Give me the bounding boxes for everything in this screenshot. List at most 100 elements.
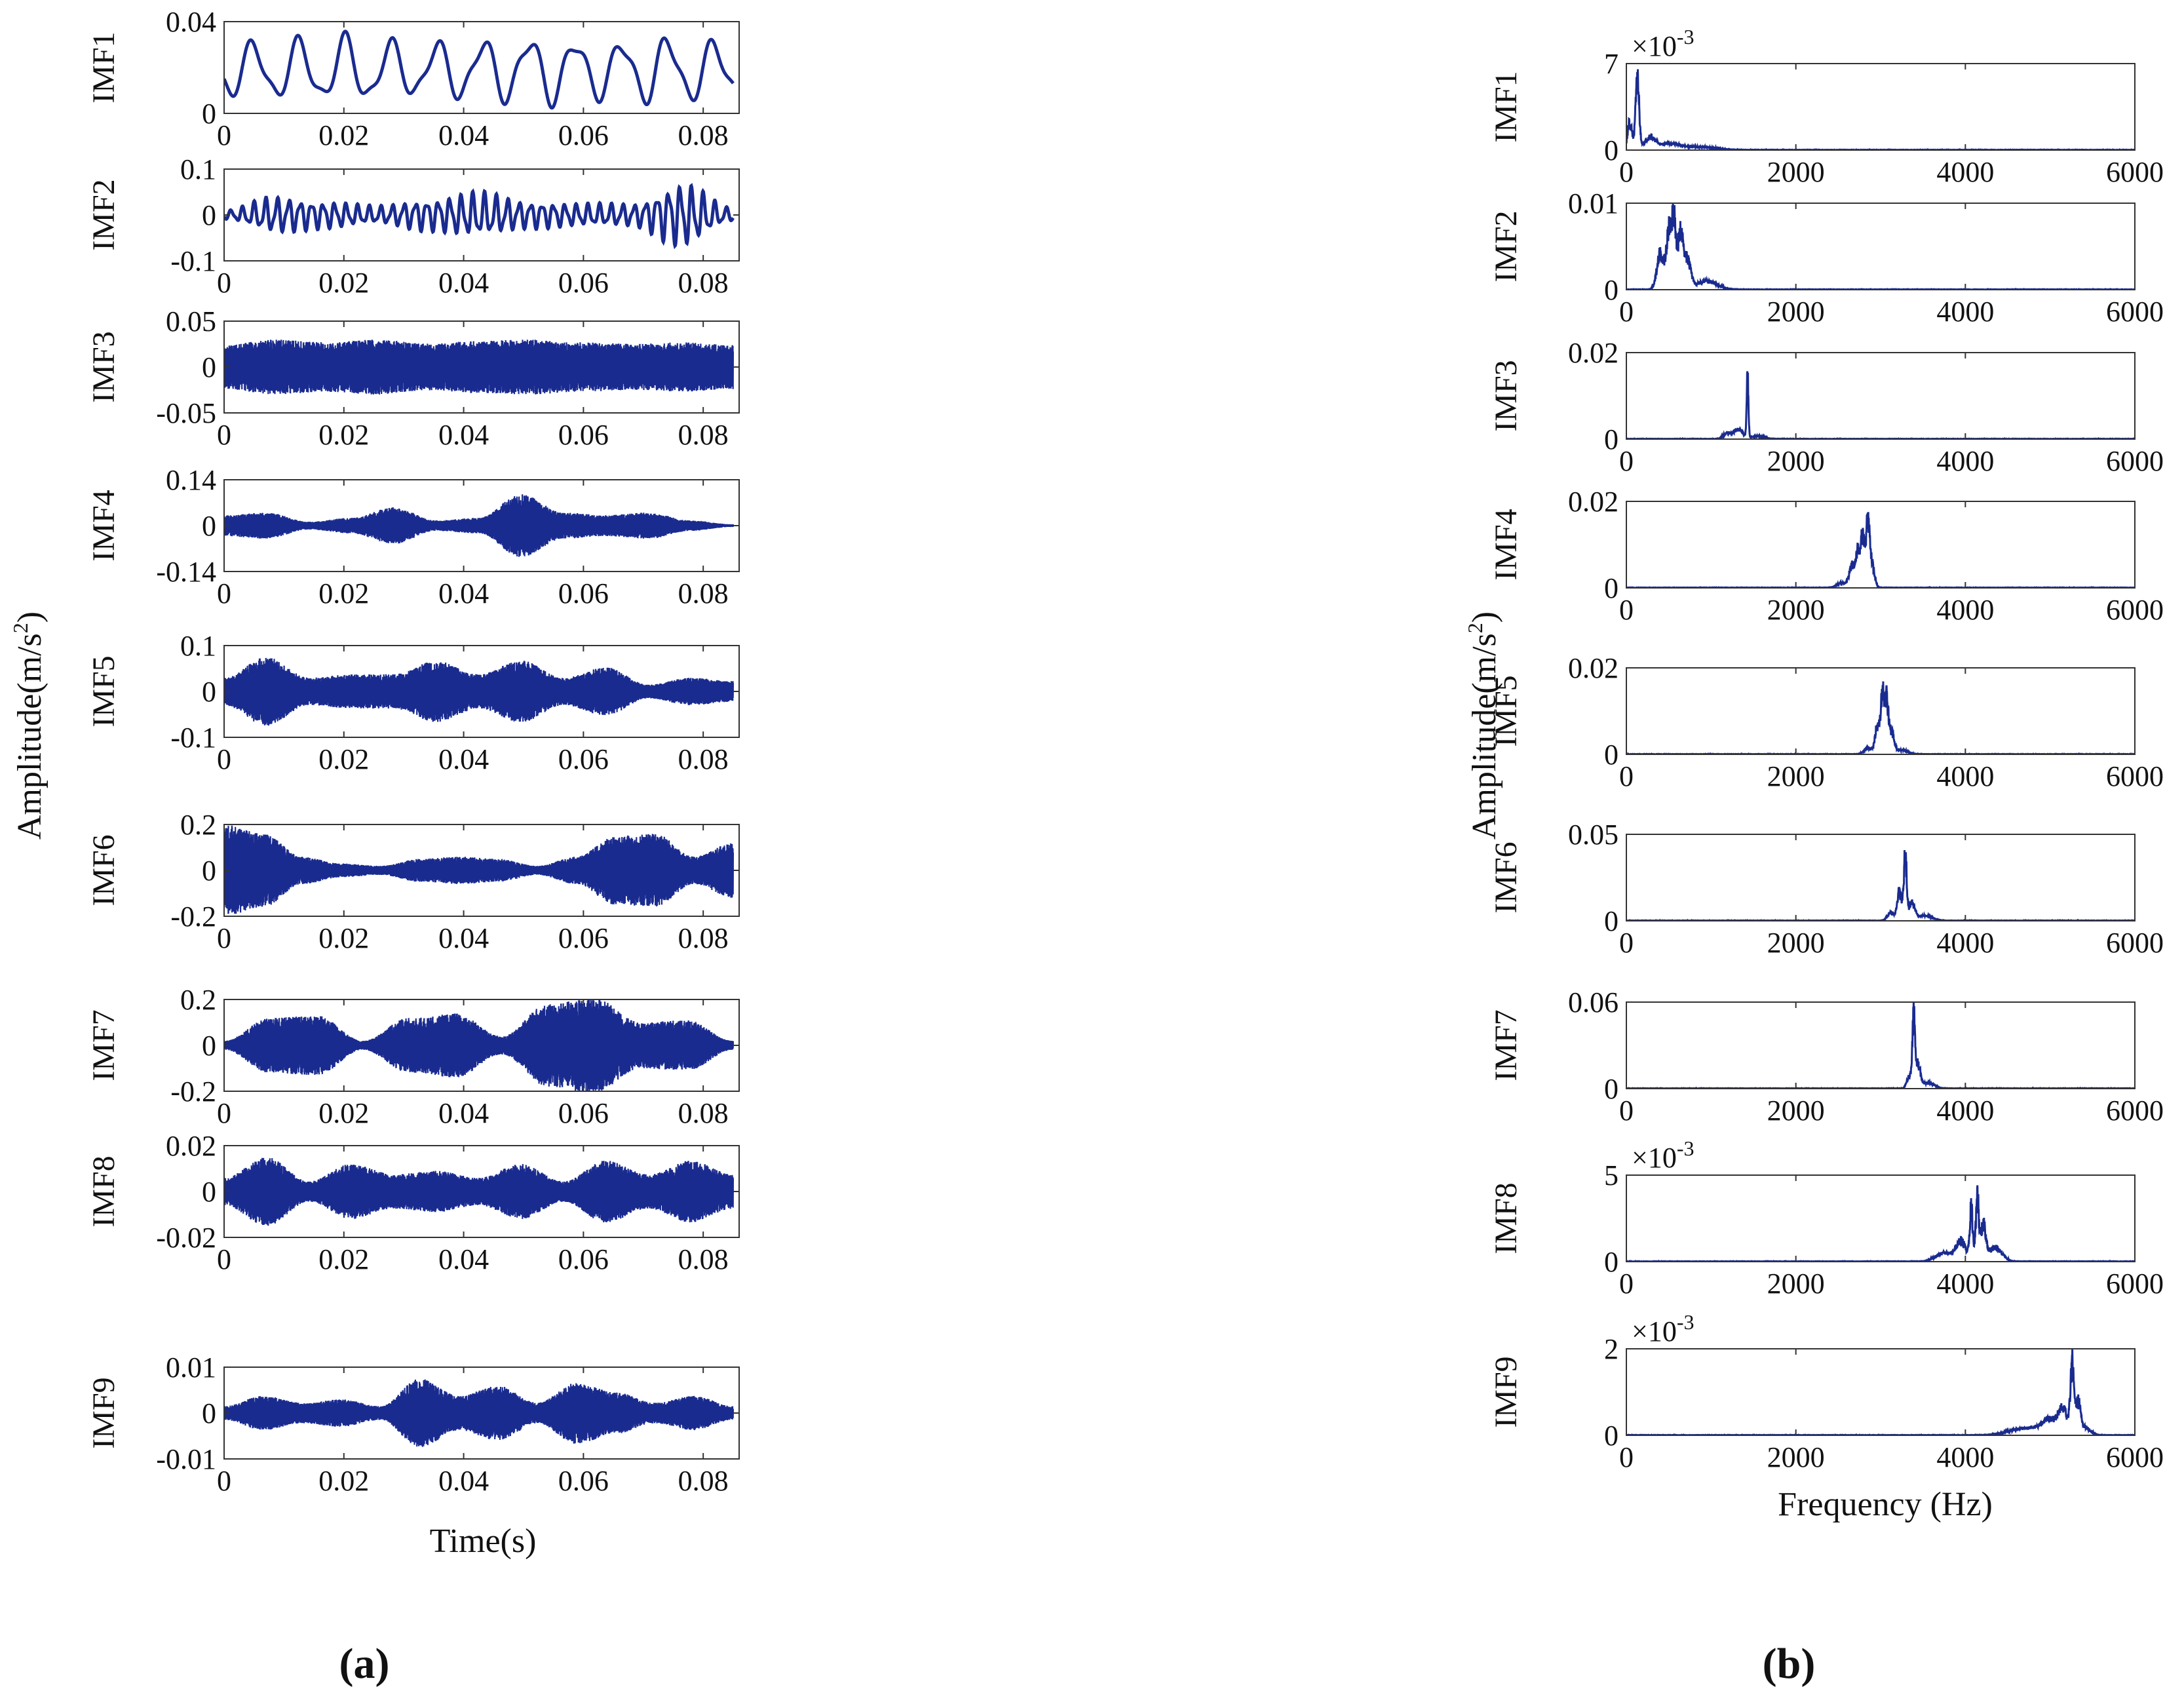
a-imf4-xtick-label: 0 (217, 577, 231, 610)
b-imf9-exponent-power: -3 (1677, 1310, 1695, 1334)
a-imf7-ytick-label: -0.2 (170, 1076, 216, 1108)
a-imf3-xtick-label: 0 (217, 419, 231, 451)
a-imf2-name: IMF2 (86, 179, 121, 250)
a-imf4-series-line (224, 494, 734, 557)
a-imf9-series-line (224, 1379, 734, 1447)
a-imf1-xtick-label: 0.08 (678, 119, 729, 151)
a-imf8-name: IMF8 (86, 1155, 121, 1227)
b-imf3-frame (1626, 352, 2136, 440)
panel-a-ylabel-close: ) (11, 611, 48, 623)
a-imf1-xtick-label: 0.02 (318, 119, 369, 151)
a-imf3-ytick-label: 0.05 (166, 305, 216, 338)
a-imf8-ytick-label: 0.02 (166, 1130, 216, 1162)
a-imf1-frame (223, 21, 740, 114)
b-imf7-xtick-label: 2000 (1767, 1095, 1825, 1127)
a-imf8-ytick-label: 0 (202, 1176, 216, 1208)
a-imf9-ytick-label: -0.01 (156, 1443, 216, 1475)
a-imf5-xtick-label: 0.04 (438, 743, 489, 775)
b-imf7-xtick-label: 0 (1619, 1095, 1634, 1127)
b-imf2-xtick-label: 0 (1619, 296, 1634, 328)
b-imf7-ytick-label: 0.06 (1568, 986, 1619, 1018)
a-imf4-name: IMF4 (86, 490, 121, 561)
b-imf6-spectrum-line (1626, 850, 2135, 921)
a-imf5-series-line (224, 657, 734, 726)
b-imf8-xtick-label: 0 (1619, 1268, 1634, 1300)
b-imf2-xtick-label: 2000 (1767, 296, 1825, 328)
a-imf4-xtick-label: 0.08 (678, 577, 729, 610)
panel-a-label: (a) (339, 1640, 390, 1688)
a-imf7-xtick-label: 0 (217, 1097, 231, 1129)
b-imf7-name: IMF7 (1489, 1009, 1523, 1081)
b-imf9-xtick-label: 2000 (1767, 1441, 1825, 1473)
a-imf1-xtick-label: 0.06 (558, 119, 609, 151)
panel-b-ylabel: Amplitude(m/s2) (1463, 611, 1503, 840)
b-imf7-frame (1626, 1001, 2136, 1089)
b-imf8-subplot: 0 2000 4000 6000 0 5 IMF8 ×10-3 (1489, 1136, 2164, 1300)
a-imf2-ytick-label: 0 (202, 199, 216, 231)
b-imf5-name: IMF5 (1489, 675, 1523, 746)
panel-a-ylabel: Amplitude(m/s2) (9, 611, 48, 840)
a-imf5-name: IMF5 (86, 655, 121, 727)
b-imf7-ytick-label: 0 (1604, 1073, 1619, 1105)
b-imf6-xtick-label: 4000 (1936, 927, 1994, 959)
b-imf5-spectrum-line (1626, 681, 2135, 754)
a-imf7-xtick-label: 0.06 (558, 1097, 609, 1129)
b-imf9-ytick-label: 0 (1604, 1420, 1619, 1452)
b-imf7-xtick-label: 4000 (1936, 1095, 1994, 1127)
b-imf4-xtick-label: 2000 (1767, 594, 1825, 626)
a-imf2-xtick-label: 0.06 (558, 267, 609, 299)
b-imf1-exponent-base: ×10 (1632, 30, 1677, 62)
a-imf1-xtick-label: 0.04 (438, 119, 489, 151)
a-imf3-series-line (224, 339, 734, 395)
b-imf5-xtick-label: 0 (1619, 760, 1634, 792)
a-imf6-xtick-label: 0.04 (438, 922, 489, 954)
b-imf5-subplot: 0 2000 4000 6000 0 0.02 IMF5 (1489, 652, 2164, 792)
a-imf9-ytick-label: 0 (202, 1397, 216, 1429)
b-imf1-exponent-label: ×10-3 (1632, 25, 1694, 62)
b-imf2-xtick-label: 6000 (2106, 296, 2164, 328)
b-imf4-xtick-label: 0 (1619, 594, 1634, 626)
a-imf6-ytick-label: -0.2 (170, 901, 216, 933)
a-imf1-xtick-label: 0 (217, 119, 231, 151)
b-imf7-xtick-label: 6000 (2106, 1095, 2164, 1127)
b-imf9-spectrum-line (1626, 1349, 2135, 1435)
panel-b-label: (b) (1763, 1640, 1816, 1688)
b-imf1-xtick-label: 6000 (2106, 156, 2164, 188)
panel-b-ylabel-close: ) (1466, 611, 1503, 623)
a-imf6-xtick-label: 0 (217, 922, 231, 954)
a-imf9-name: IMF9 (86, 1377, 121, 1448)
b-imf9-name: IMF9 (1489, 1356, 1523, 1427)
a-imf5-xtick-label: 0.06 (558, 743, 609, 775)
a-imf8-xtick-label: 0.08 (678, 1243, 729, 1275)
b-imf4-frame (1626, 501, 2136, 589)
b-imf5-xtick-label: 6000 (2106, 760, 2164, 792)
a-imf5-ytick-label: 0.1 (180, 630, 216, 662)
b-imf9-frame (1626, 1348, 2136, 1436)
a-imf1-ytick-label: 0.04 (166, 6, 216, 38)
a-imf6-ytick-label: 0.2 (180, 809, 216, 841)
b-imf9-exponent-base: ×10 (1632, 1315, 1677, 1347)
panel-a-ylabel-text: Amplitude(m/s (11, 633, 48, 840)
a-imf1-name: IMF1 (86, 31, 121, 103)
a-imf7-xtick-label: 0.08 (678, 1097, 729, 1129)
a-imf6-name: IMF6 (86, 834, 121, 906)
b-imf2-ytick-label: 0 (1604, 274, 1619, 306)
b-imf4-ytick-label: 0.02 (1568, 486, 1619, 518)
a-imf4-xtick-label: 0.04 (438, 577, 489, 610)
b-imf5-xtick-label: 2000 (1767, 760, 1825, 792)
b-imf6-xtick-label: 0 (1619, 927, 1634, 959)
b-imf8-name: IMF8 (1489, 1182, 1523, 1254)
b-imf7-spectrum-line (1626, 1001, 2135, 1089)
a-imf9-xtick-label: 0.06 (558, 1465, 609, 1497)
a-imf9-ytick-label: 0.01 (166, 1351, 216, 1384)
b-imf2-spectrum-line (1626, 203, 2135, 290)
b-imf3-subplot: 0 2000 4000 6000 0 0.02 IMF3 (1489, 337, 2164, 477)
b-imf5-frame (1626, 667, 2136, 755)
a-imf3-xtick-label: 0.08 (678, 419, 729, 451)
a-imf7-ytick-label: 0.2 (180, 984, 216, 1016)
b-imf4-name: IMF4 (1489, 509, 1523, 580)
b-imf4-ytick-label: 0 (1604, 572, 1619, 604)
